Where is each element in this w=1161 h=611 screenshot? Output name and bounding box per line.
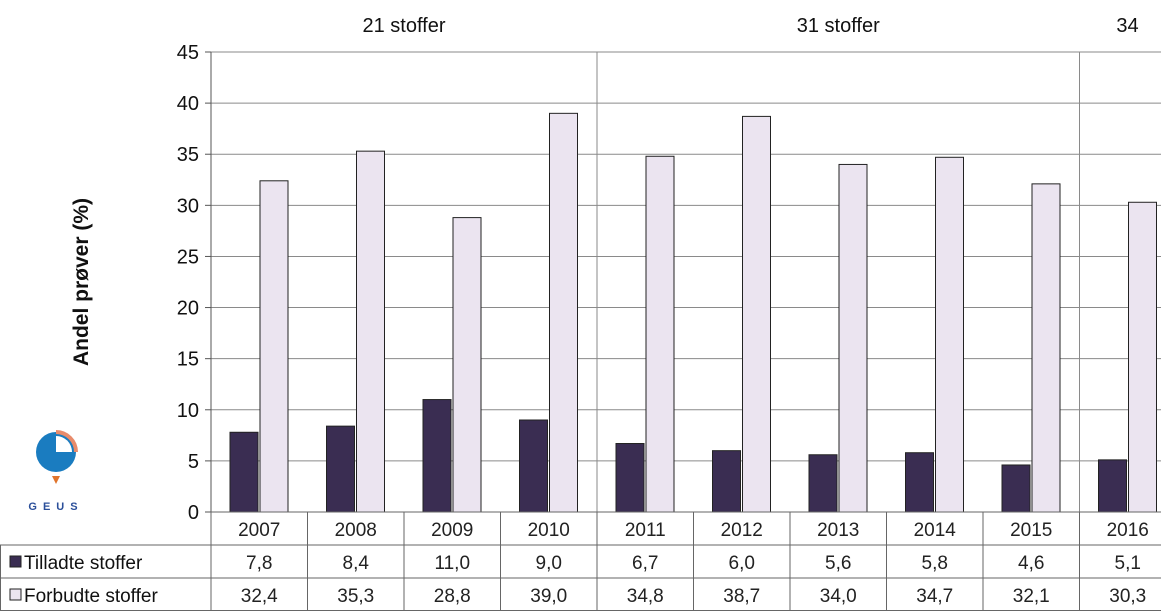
data-label: 30,3 — [1109, 586, 1146, 607]
y-tick-label: 25 — [177, 246, 199, 268]
data-table: 2007 2008 2009 2010 2011 2012 2013 2014 2015 2016… — [0, 511, 1161, 611]
legend-swatch — [9, 555, 22, 568]
data-label: 32,4 — [241, 586, 278, 607]
data-label: 38,7 — [723, 586, 760, 607]
logo-crown-icon — [52, 476, 60, 484]
data-label: 39,0 — [530, 586, 567, 607]
x-tick-label: 2014 — [914, 520, 957, 541]
bar-forbudte — [1031, 183, 1061, 513]
x-tick-label: 2007 — [238, 520, 280, 541]
y-tick-label: 5 — [188, 451, 199, 473]
legend-swatch — [9, 588, 22, 601]
y-tick-label: 35 — [177, 144, 199, 166]
data-label: 9,0 — [536, 553, 562, 574]
y-tick-label: 45 — [177, 42, 199, 64]
data-label: 28,8 — [434, 586, 471, 607]
data-label: 7,8 — [246, 553, 272, 574]
y-tick-label: 40 — [177, 93, 199, 115]
data-label: 34,8 — [627, 586, 664, 607]
bar-tilladte — [712, 450, 741, 513]
data-label: 6,0 — [729, 553, 755, 574]
data-label: 11,0 — [434, 553, 470, 574]
legend-label: Forbudte stoffer — [24, 586, 158, 607]
group-header: 34 — [1116, 15, 1138, 37]
group-header: 31 stoffer — [797, 15, 880, 37]
bar-forbudte — [356, 150, 385, 513]
bar-forbudte — [549, 112, 578, 513]
bar-tilladte — [326, 425, 355, 513]
data-label: 5,6 — [825, 553, 851, 574]
bar-tilladte — [808, 454, 838, 513]
data-label: 4,6 — [1018, 553, 1044, 574]
group-headers: 21 stoffer 31 stoffer 34 — [362, 15, 1138, 37]
data-label: 35,3 — [337, 586, 374, 607]
bar-tilladte — [229, 431, 259, 513]
bars — [229, 112, 1157, 513]
group-header: 21 stoffer — [362, 15, 445, 37]
bar-tilladte — [519, 419, 548, 513]
bar-tilladte — [422, 399, 452, 513]
bar-forbudte — [452, 217, 482, 513]
x-tick-label: 2012 — [721, 520, 763, 541]
bar-forbudte — [742, 115, 771, 513]
y-axis-label: Andel prøver (%) — [70, 198, 93, 366]
x-tick-label: 2009 — [431, 520, 473, 541]
bar-forbudte — [935, 156, 964, 513]
y-tick-label: 0 — [188, 502, 199, 524]
logo-arc — [55, 430, 78, 453]
bar-tilladte — [615, 443, 645, 513]
y-tick-label: 30 — [177, 195, 199, 217]
x-tick-label: 2015 — [1010, 520, 1052, 541]
bar-tilladte — [1098, 459, 1127, 513]
bar-tilladte — [905, 452, 934, 513]
bar-tilladte — [1001, 464, 1031, 513]
data-label: 6,7 — [632, 553, 658, 574]
x-tick-label: 2011 — [625, 520, 666, 541]
x-tick-label: 2008 — [335, 520, 377, 541]
y-tick-label: 20 — [177, 298, 199, 320]
data-label: 5,8 — [922, 553, 948, 574]
legend-label: Tilladte stoffer — [24, 553, 143, 574]
data-label: 5,1 — [1115, 553, 1141, 574]
bar-forbudte — [645, 155, 675, 513]
logo-quarter — [56, 436, 72, 452]
y-tick-label: 15 — [177, 349, 199, 371]
y-tick-label: 10 — [177, 400, 199, 422]
data-label: 8,4 — [343, 553, 370, 574]
bar-forbudte — [1128, 201, 1157, 513]
bar-forbudte — [838, 163, 868, 513]
data-label: 34,7 — [916, 586, 953, 607]
geus-logo: GEUS — [28, 430, 83, 513]
data-label: 34,0 — [820, 586, 857, 607]
x-tick-label: 2013 — [817, 520, 859, 541]
data-label: 32,1 — [1013, 586, 1050, 607]
x-tick-label: 2010 — [528, 520, 570, 541]
bar-forbudte — [259, 180, 289, 513]
x-tick-label: 2016 — [1107, 520, 1149, 541]
logo-text: GEUS — [28, 501, 83, 513]
